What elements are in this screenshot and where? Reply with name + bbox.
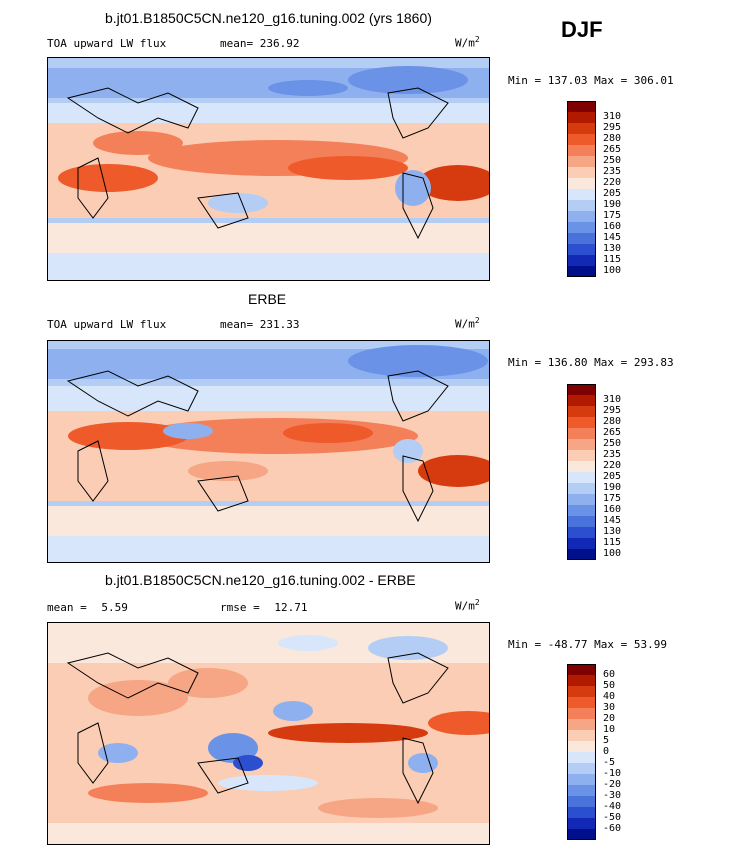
panel2-cbar-label-11: 145 <box>603 515 622 526</box>
panel3-rmse-value: 12.71 <box>274 601 308 614</box>
panel2-cbar-label-4: 250 <box>603 438 622 449</box>
panel1-map-svg <box>48 58 489 280</box>
panel2-cbar-label-3: 265 <box>603 427 622 438</box>
panel1-cbar-label-2: 280 <box>603 133 622 144</box>
panel3-colorbar <box>567 664 596 840</box>
panel1-cbar-label-3: 265 <box>603 144 622 155</box>
panel1-cbar-label-11: 145 <box>603 232 622 243</box>
panel3-cbar-label-13: -50 <box>603 812 622 823</box>
panel1-mean-value: 236.92 <box>259 37 300 50</box>
panel3-cbar-label-6: 5 <box>603 735 610 746</box>
panel3-cbar-label-5: 10 <box>603 724 616 735</box>
panel2-cbar-label-10: 160 <box>603 504 622 515</box>
panel3-mean-value: 5.59 <box>101 601 128 614</box>
panel3-rmse-label: rmse = <box>220 601 260 614</box>
panel2-cbar-label-5: 235 <box>603 449 622 460</box>
panel2-cbar-label-1: 295 <box>603 405 622 416</box>
panel2-map <box>47 340 490 563</box>
panel3-map-svg <box>48 623 489 844</box>
panel2-mean-value: 231.33 <box>259 318 300 331</box>
panel1-cbar-label-14: 100 <box>603 265 622 276</box>
panel3-cbar-label-4: 20 <box>603 713 616 724</box>
panel3-cbar-label-1: 50 <box>603 680 616 691</box>
panel2-variable: TOA upward LW flux <box>47 318 167 331</box>
panel1-cbar-label-8: 190 <box>603 199 622 210</box>
panel3-units: W/m2 <box>455 598 480 613</box>
panel1-mean: mean= 236.92 <box>220 37 300 50</box>
panel3-cbar-label-12: -40 <box>603 801 622 812</box>
panel3-cbar-label-10: -20 <box>603 779 622 790</box>
panel2-min-max: Min = 136.80 Max = 293.83 <box>508 356 674 369</box>
panel3-cbar-label-3: 30 <box>603 702 616 713</box>
panel1-cbar-label-4: 250 <box>603 155 622 166</box>
panel3-rmse: rmse = 12.71 <box>220 601 308 614</box>
panel3-min-max: Min = -48.77 Max = 53.99 <box>508 638 667 651</box>
panel2-cbar-label-14: 100 <box>603 548 622 559</box>
panel1-cbar-label-6: 220 <box>603 177 622 188</box>
panel2-colorbar <box>567 384 596 560</box>
panel1-mean-label: mean= <box>220 37 254 50</box>
season-label: DJF <box>561 17 603 42</box>
panel1-map <box>47 57 490 281</box>
panel2-cbar-label-8: 190 <box>603 482 622 493</box>
panel2-map-svg <box>48 341 489 562</box>
panel2-cbar-label-6: 220 <box>603 460 622 471</box>
panel1-cbar-label-12: 130 <box>603 243 622 254</box>
panel1-cbar-label-13: 115 <box>603 254 622 265</box>
panel1-units: W/m2 <box>455 35 480 50</box>
panel1-title: b.jt01.B1850C5CN.ne120_g16.tuning.002 (y… <box>105 10 432 26</box>
panel3-cbar-label-11: -30 <box>603 790 622 801</box>
panel3-mean: mean = 5.59 <box>47 601 128 614</box>
panel2-cbar-label-2: 280 <box>603 416 622 427</box>
panel1-cbar-label-0: 310 <box>603 111 622 122</box>
panel2-mean-label: mean= <box>220 318 254 331</box>
panel3-cbar-label-7: 0 <box>603 746 610 757</box>
panel2-cbar-label-13: 115 <box>603 537 622 548</box>
panel1-cbar-label-10: 160 <box>603 221 622 232</box>
panel3-mean-label: mean = <box>47 601 87 614</box>
panel3-title: b.jt01.B1850C5CN.ne120_g16.tuning.002 - … <box>105 572 416 588</box>
panel1-cbar-label-1: 295 <box>603 122 622 133</box>
panel2-title: ERBE <box>248 291 287 307</box>
panel3-cbar-label-9: -10 <box>603 768 622 779</box>
panel1-cbar-label-9: 175 <box>603 210 622 221</box>
panel2-units: W/m2 <box>455 316 480 331</box>
panel1-cbar-label-5: 235 <box>603 166 622 177</box>
panel1-cbar-label-7: 205 <box>603 188 622 199</box>
panel1-min-max: Min = 137.03 Max = 306.01 <box>508 74 674 87</box>
panel1-colorbar <box>567 101 596 277</box>
panel3-cbar-label-2: 40 <box>603 691 616 702</box>
panel3-cbar-label-14: -60 <box>603 823 622 834</box>
panel3-map <box>47 622 490 845</box>
panel3-cbar-label-8: -5 <box>603 757 616 768</box>
panel2-cbar-label-12: 130 <box>603 526 622 537</box>
panel2-cbar-label-7: 205 <box>603 471 622 482</box>
panel2-cbar-label-0: 310 <box>603 394 622 405</box>
panel2-mean: mean= 231.33 <box>220 318 300 331</box>
panel3-cbar-label-0: 60 <box>603 669 616 680</box>
panel1-variable: TOA upward LW flux <box>47 37 167 50</box>
panel2-cbar-label-9: 175 <box>603 493 622 504</box>
